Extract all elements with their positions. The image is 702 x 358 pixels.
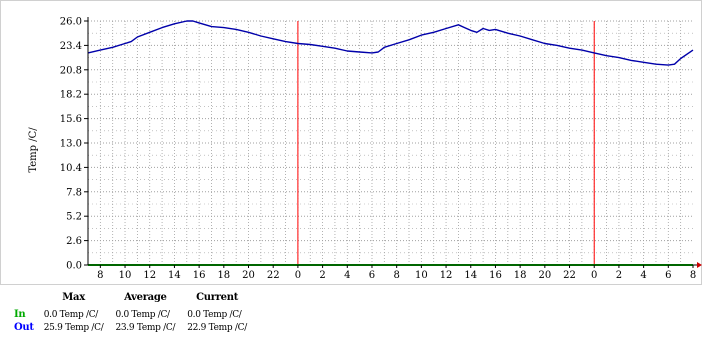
legend-label-out: Out — [14, 322, 34, 333]
x-tick-label: 12 — [440, 270, 453, 281]
legend-row-in: In 0.0 Temp /C/ 0.0 Temp /C/ 0.0 Temp /C… — [14, 307, 253, 320]
x-tick-label: 4 — [344, 270, 350, 281]
legend-header-average: Average — [124, 292, 167, 303]
x-tick-label: 20 — [242, 270, 255, 281]
y-tick-label: 26.0 — [60, 17, 82, 28]
x-tick-label: 14 — [464, 270, 477, 281]
x-tick-label: 10 — [119, 270, 132, 281]
x-tick-label: 16 — [489, 270, 502, 281]
x-tick-label: 18 — [514, 270, 527, 281]
legend-header-current: Current — [196, 292, 239, 303]
y-tick-label: 5.2 — [66, 212, 82, 223]
y-tick-label: 20.8 — [60, 65, 82, 76]
y-axis-label: Temp /C/ — [28, 127, 39, 173]
y-tick-label: 7.8 — [66, 187, 82, 198]
temperature-chart: 0.0 2.6 5.2 7.8 10.4 13.0 15.6 18.2 20.8 23.4 26.0… — [0, 0, 702, 285]
x-tick-label: 20 — [538, 270, 551, 281]
x-tick-label: 8 — [393, 270, 399, 281]
x-tick-label: 8 — [97, 270, 103, 281]
x-tick-label: 10 — [415, 270, 428, 281]
legend-table: Max Average Current In 0.0 Temp /C/ 0.0 … — [14, 292, 253, 333]
day-boundary-lines — [297, 21, 595, 265]
x-tick-label: 22 — [267, 270, 280, 281]
series-line-out — [87, 20, 694, 66]
x-tick-label: 22 — [563, 270, 576, 281]
y-tick-label: 15.6 — [60, 114, 82, 125]
legend-in-average: 0.0 Temp /C/ — [115, 309, 170, 320]
x-tick-label: 18 — [217, 270, 230, 281]
x-axis-arrow — [697, 262, 702, 268]
y-tick-label: 23.4 — [60, 41, 82, 52]
y-tick-label: 0.0 — [66, 261, 82, 272]
x-tick-label: 0 — [295, 270, 301, 281]
legend-label-in: In — [14, 309, 26, 320]
legend-corner — [14, 292, 38, 307]
x-tick-label: 12 — [143, 270, 156, 281]
x-tick-labels: 8 10 12 14 16 18 20 22 0 2 4 6 8 10 12 14 16 18 20 22 0 2 4 6 8 — [97, 270, 696, 281]
legend-header-max: Max — [62, 292, 85, 303]
x-tick-label: 2 — [616, 270, 622, 281]
legend-in-max: 0.0 Temp /C/ — [43, 309, 99, 320]
x-tick-label: 14 — [168, 270, 181, 281]
y-tick-label: 18.2 — [60, 90, 82, 101]
x-tick-label: 8 — [690, 270, 696, 281]
x-tick-label: 2 — [319, 270, 325, 281]
x-tick-label: 4 — [640, 270, 646, 281]
y-tick-labels: 0.0 2.6 5.2 7.8 10.4 13.0 15.6 18.2 20.8 23.4 26.0 — [60, 17, 82, 272]
y-tick-label: 2.6 — [66, 236, 82, 247]
axes-layer — [84, 17, 702, 268]
y-tick-label: 13.0 — [60, 139, 82, 150]
legend-out-average: 23.9 Temp /C/ — [115, 322, 176, 333]
legend-out-current: 22.9 Temp /C/ — [187, 322, 247, 333]
y-tick-label: 10.4 — [60, 163, 82, 174]
legend-header-row: Max Average Current — [14, 292, 253, 307]
x-tick-label: 6 — [665, 270, 671, 281]
legend-out-max: 25.9 Temp /C/ — [43, 322, 104, 333]
x-tick-label: 6 — [369, 270, 375, 281]
legend-in-current: 0.0 Temp /C/ — [187, 309, 242, 320]
grid-layer — [88, 20, 693, 265]
legend-row-out: Out 25.9 Temp /C/ 23.9 Temp /C/ 22.9 Tem… — [14, 320, 253, 333]
x-tick-label: 16 — [193, 270, 206, 281]
x-tick-label: 0 — [591, 270, 597, 281]
